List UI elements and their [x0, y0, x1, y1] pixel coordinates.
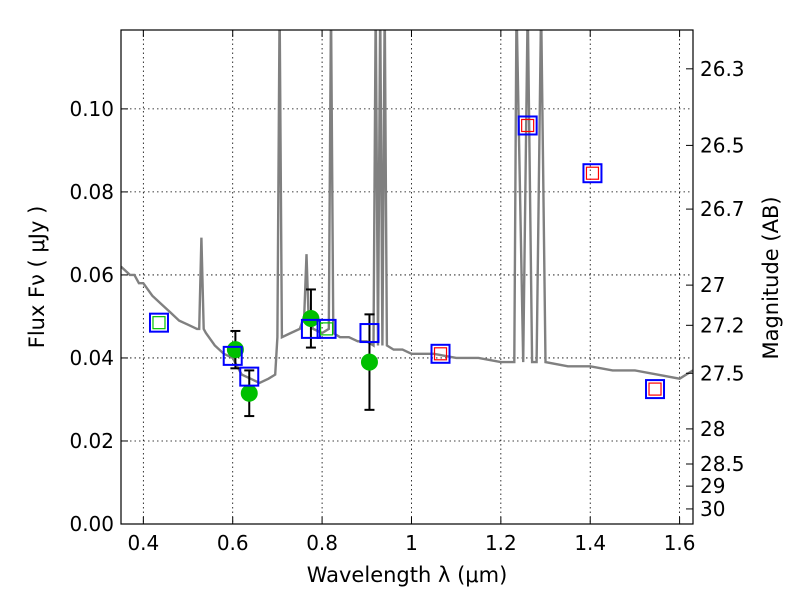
x-axis-label: Wavelength λ (μm) — [307, 563, 508, 587]
grid — [121, 30, 693, 525]
y-tick-label: 0.04 — [69, 346, 114, 370]
model-inner-square — [319, 322, 334, 336]
mag-tick-label: 30 — [700, 497, 725, 521]
mag-tick-label: 29 — [700, 474, 725, 498]
y-tick-label: 0.06 — [69, 263, 114, 287]
model-inner-square — [648, 382, 662, 396]
y-tick-label: 0.10 — [69, 97, 114, 121]
model-square — [222, 345, 243, 366]
model-inner-square — [585, 166, 600, 180]
observed-point — [360, 353, 378, 371]
observed-point — [226, 341, 244, 359]
y-tick-label: 0.08 — [69, 180, 114, 204]
model-square — [239, 366, 260, 387]
mag-tick-label: 28.5 — [700, 452, 745, 476]
y-tick-label: 0.02 — [69, 429, 114, 453]
x-tick-label: 1.6 — [664, 531, 696, 555]
x-tick-label: 0.8 — [306, 531, 338, 555]
observed-point — [240, 384, 258, 402]
model-square — [517, 115, 538, 136]
model-square — [430, 343, 451, 364]
model-inner-square — [152, 316, 166, 330]
model-square — [300, 318, 321, 339]
mag-tick-label: 28 — [700, 417, 725, 441]
mag-tick-label: 27 — [700, 273, 725, 297]
plot-frame — [120, 29, 694, 525]
y-axis-label: Flux Fν ( μJy ) — [25, 206, 49, 349]
mag-tick-label: 26.7 — [700, 197, 745, 221]
model-square — [359, 323, 380, 344]
x-axis: 0.4 0.6 0.8 1 1.2 1.4 1.6 — [127, 30, 696, 555]
mag-tick-label: 26.3 — [700, 57, 745, 81]
sed-model-line — [121, 30, 693, 385]
model-square — [582, 163, 603, 184]
x-tick-label: 1 — [405, 531, 418, 555]
model-square — [148, 312, 169, 333]
y-axis-right-label: Magnitude (AB) — [759, 196, 783, 359]
x-tick-label: 1.2 — [485, 531, 517, 555]
y-axis-left: 0.00 0.02 0.04 0.06 0.08 0.10 — [69, 97, 128, 536]
x-tick-label: 1.4 — [574, 531, 606, 555]
model-inner-square — [433, 347, 448, 361]
x-tick-label: 0.4 — [127, 531, 159, 555]
model-inner-square — [521, 118, 535, 133]
model-square — [645, 379, 666, 400]
mag-tick-label: 27.2 — [700, 313, 745, 337]
mag-tick-label: 27.5 — [700, 361, 745, 385]
mag-tick-label: 26.5 — [700, 133, 745, 157]
model-square — [316, 318, 337, 339]
x-tick-label: 0.6 — [217, 531, 249, 555]
observed-point — [302, 310, 320, 328]
y-tick-label: 0.00 — [69, 512, 114, 536]
